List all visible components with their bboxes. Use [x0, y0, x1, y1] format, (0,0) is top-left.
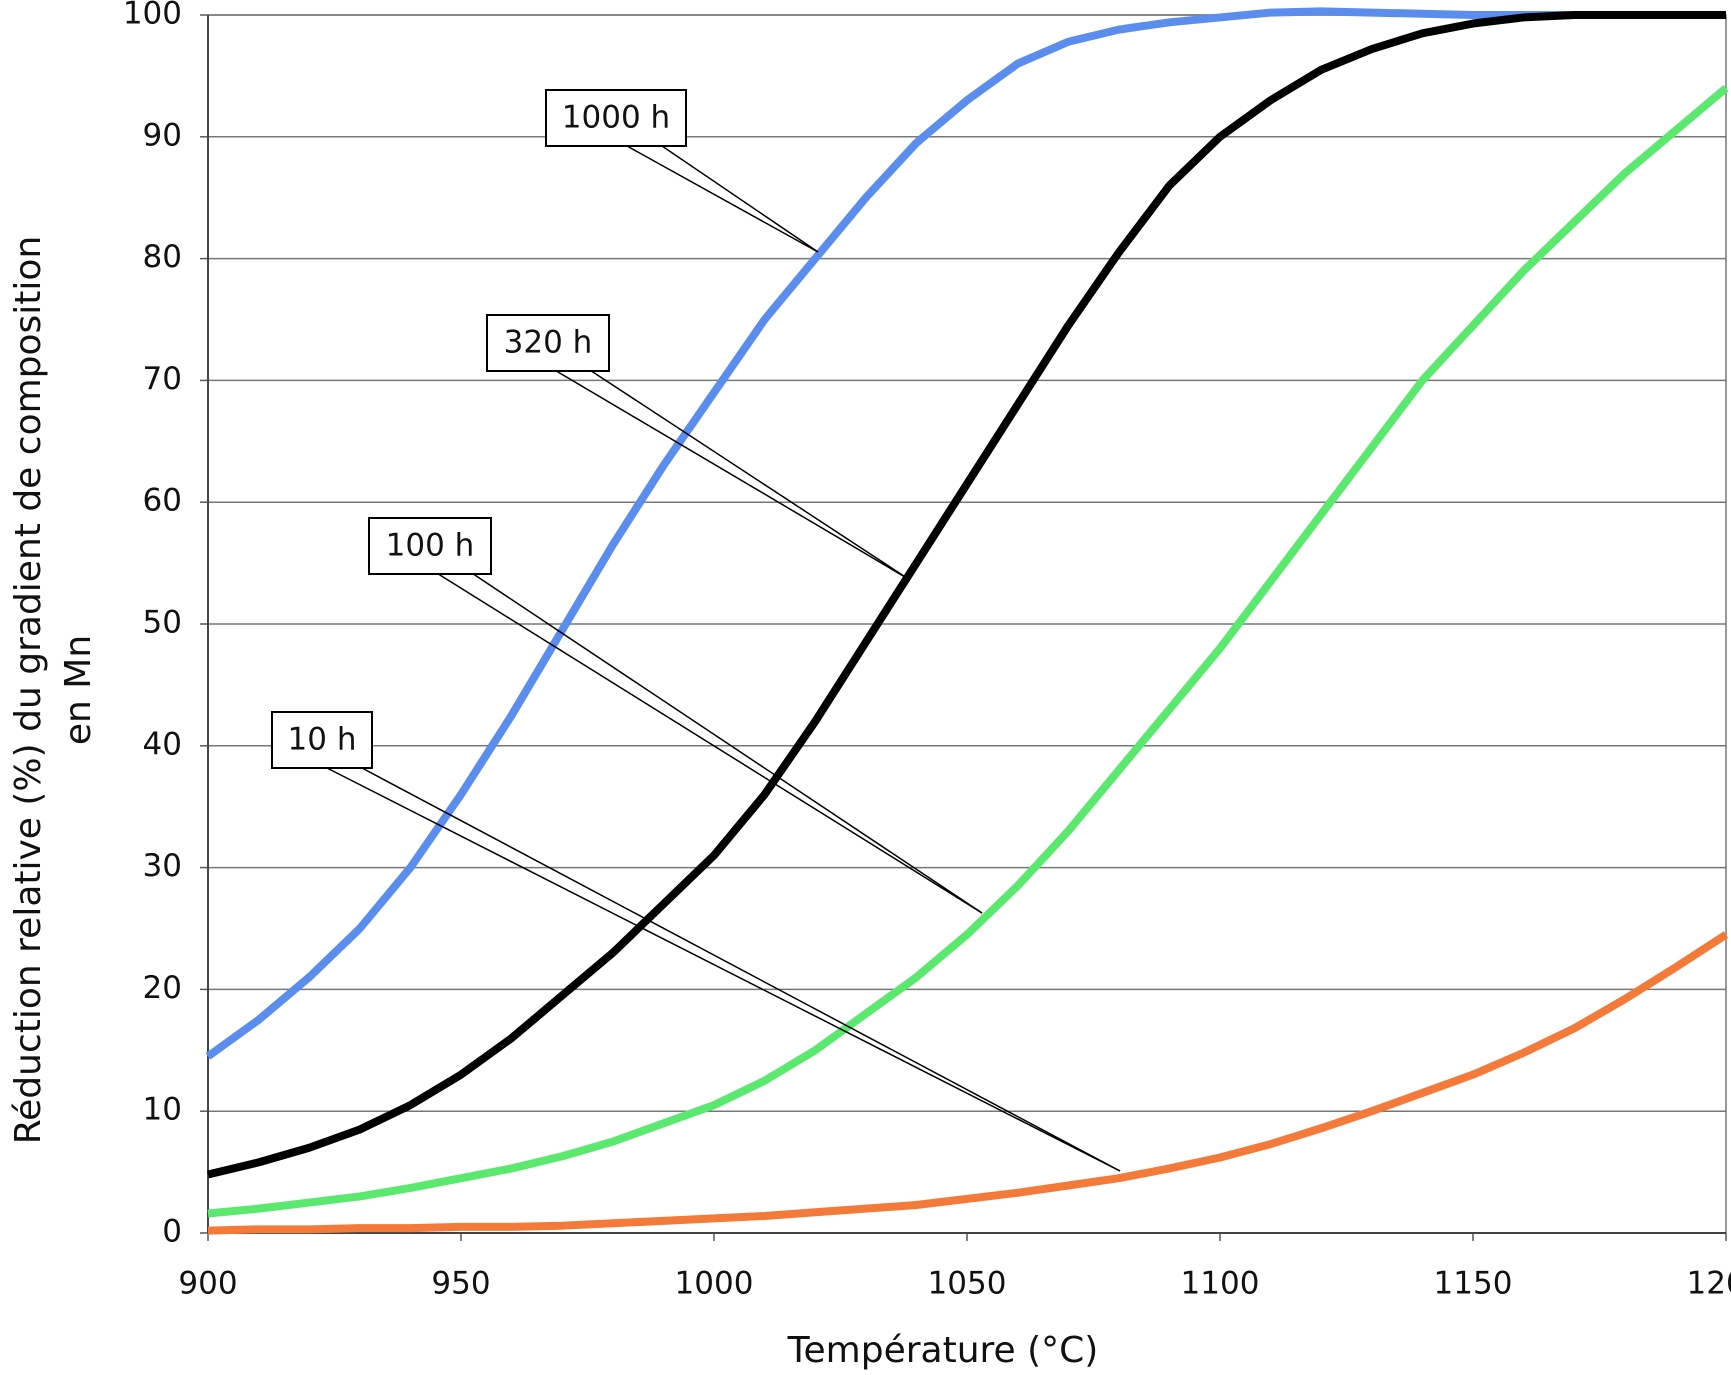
- x-tick-label: 1000: [675, 1266, 754, 1302]
- callout-box: [545, 89, 687, 147]
- x-tick-label: 1100: [1181, 1266, 1260, 1302]
- callout-line: [590, 370, 911, 581]
- callout-box: [271, 711, 373, 769]
- series-label: 100 h: [386, 528, 475, 564]
- x-tick-label: 900: [178, 1266, 237, 1302]
- y-tick-label: 60: [143, 483, 182, 519]
- y-tick-label: 40: [143, 726, 182, 762]
- y-tick-label: 90: [143, 117, 182, 153]
- y-tick-label: 100: [123, 0, 182, 32]
- series-line: [205, 7, 1726, 1060]
- callout-box: [368, 517, 492, 575]
- series-label: 10 h: [288, 722, 357, 758]
- y-axis-label: Réduction relative (%) du gradient de co…: [8, 236, 49, 1145]
- x-axis-label: Température (°C): [787, 1330, 1099, 1371]
- x-tick-label: 1150: [1434, 1266, 1513, 1302]
- callout-box: [486, 314, 610, 372]
- y-tick-label: 0: [162, 1214, 182, 1250]
- y-axis-label: en Mn: [58, 635, 99, 745]
- series-line: [207, 11, 1726, 1179]
- callout-line: [326, 767, 1121, 1172]
- series-line: [207, 931, 1729, 1235]
- x-tick-label: 1200: [1687, 1266, 1731, 1302]
- callout-line: [437, 573, 983, 914]
- callout-line: [661, 145, 819, 253]
- x-tick-label: 1050: [928, 1266, 1007, 1302]
- callout-line: [472, 573, 983, 914]
- y-tick-label: 10: [143, 1092, 182, 1128]
- callout-line: [626, 145, 819, 253]
- series-line: [207, 85, 1729, 1218]
- y-tick-label: 70: [143, 361, 182, 397]
- y-tick-label: 20: [143, 970, 182, 1006]
- x-tick-label: 950: [431, 1266, 490, 1302]
- series-label: 320 h: [504, 325, 593, 361]
- series-label: 1000 h: [562, 100, 670, 136]
- callout-line: [555, 370, 911, 581]
- callout-line: [361, 767, 1121, 1172]
- y-tick-label: 80: [143, 239, 182, 275]
- y-tick-label: 50: [143, 605, 182, 641]
- y-tick-label: 30: [143, 848, 182, 884]
